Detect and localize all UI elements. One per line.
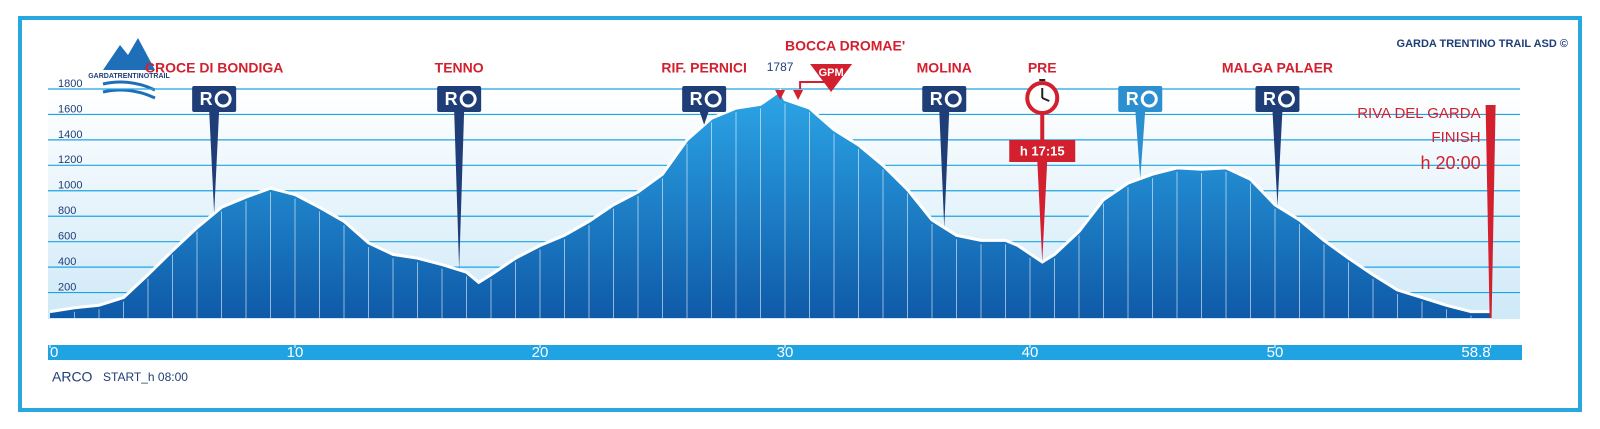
waypoint: R RIF. PERNICI <box>661 60 747 125</box>
waypoint: R MOLINA <box>917 60 972 228</box>
waypoint: R TENNO <box>435 60 484 270</box>
elevation-area <box>50 90 1491 318</box>
gpm-label: GPM <box>819 67 844 79</box>
refreshment-label: R <box>1126 89 1139 109</box>
finish-bar <box>1485 105 1496 318</box>
x-tick-label: 50 <box>1267 344 1284 361</box>
logo-mountain <box>103 38 155 70</box>
cutoff-pin <box>1037 160 1048 263</box>
waypoint: R <box>1118 86 1163 179</box>
pass-marker <box>793 90 804 100</box>
start-label: START_h 08:00 <box>103 370 188 384</box>
x-tick-label: 20 <box>532 344 549 361</box>
waypoint: R MALGA PALAER <box>1222 60 1333 207</box>
y-tick-label: 1800 <box>58 78 82 90</box>
cutoff-name: PRE <box>1028 60 1057 76</box>
waypoint-pin <box>939 110 950 228</box>
refreshment-label: R <box>200 89 213 109</box>
refreshment-symbol <box>1140 90 1158 108</box>
waypoint-name: RIF. PERNICI <box>661 60 747 76</box>
x-tick-label: 30 <box>777 344 794 361</box>
start-name: ARCO <box>52 369 93 385</box>
finish-text: FINISH <box>1431 129 1480 146</box>
waypoint-pin <box>1272 110 1283 207</box>
waypoint-pin <box>209 110 220 214</box>
waypoint-pin <box>454 110 465 270</box>
logo: GARDATRENTINOTRAIL <box>88 38 170 100</box>
y-tick-label: 400 <box>58 256 76 268</box>
waypoint-pin <box>1135 110 1146 179</box>
refreshment-symbol <box>459 90 477 108</box>
waypoint-name: MALGA PALAER <box>1222 60 1333 76</box>
refreshment-symbol <box>944 90 962 108</box>
credit: GARDA TRENTINO TRAIL ASD © <box>1397 38 1568 50</box>
y-tick-label: 1400 <box>58 129 82 141</box>
y-tick-label: 1000 <box>58 180 82 192</box>
y-tick-label: 200 <box>58 281 76 293</box>
x-tick-label: 0 <box>50 344 58 361</box>
y-tick-label: 800 <box>58 205 76 217</box>
refreshment-label: R <box>930 89 943 109</box>
gpm-badge <box>810 64 853 92</box>
logo-waves <box>102 80 156 100</box>
logo-text: GARDATRENTINOTRAIL <box>88 73 170 80</box>
finish-text: RIVA DEL GARDA <box>1357 105 1480 122</box>
cutoff-box <box>1009 140 1076 162</box>
refreshment-symbol <box>214 90 232 108</box>
y-tick-label: 1200 <box>58 154 82 166</box>
finish-text: h 20:00 <box>1421 153 1481 173</box>
y-tick-label: 600 <box>58 231 76 243</box>
x-axis-bar <box>48 345 1522 360</box>
y-tick-label: 1600 <box>58 103 82 115</box>
refreshment-label: R <box>690 89 703 109</box>
refreshment-label: R <box>445 89 458 109</box>
x-tick-label: 58.8 <box>1461 344 1490 361</box>
stopwatch-hands <box>1039 79 1050 102</box>
gpm-connector <box>799 81 831 89</box>
waypoint-name: TENNO <box>435 60 484 76</box>
refreshment-symbol <box>1277 90 1295 108</box>
peak-name: BOCCA DROMAE' <box>785 38 905 54</box>
peak-value: 1787 <box>767 60 794 74</box>
x-tick-label: 40 <box>1022 344 1039 361</box>
refreshment-symbol <box>704 90 722 108</box>
waypoint: R CROCE DI BONDIGA <box>145 60 283 214</box>
waypoint-pin <box>699 110 710 125</box>
waypoint-name: MOLINA <box>917 60 972 76</box>
peak-marker <box>775 90 786 100</box>
refreshment-label: R <box>1263 89 1276 109</box>
cutoff-label: h 17:15 <box>1020 143 1065 158</box>
waypoint-name: CROCE DI BONDIGA <box>145 60 283 76</box>
x-tick-label: 10 <box>287 344 304 361</box>
